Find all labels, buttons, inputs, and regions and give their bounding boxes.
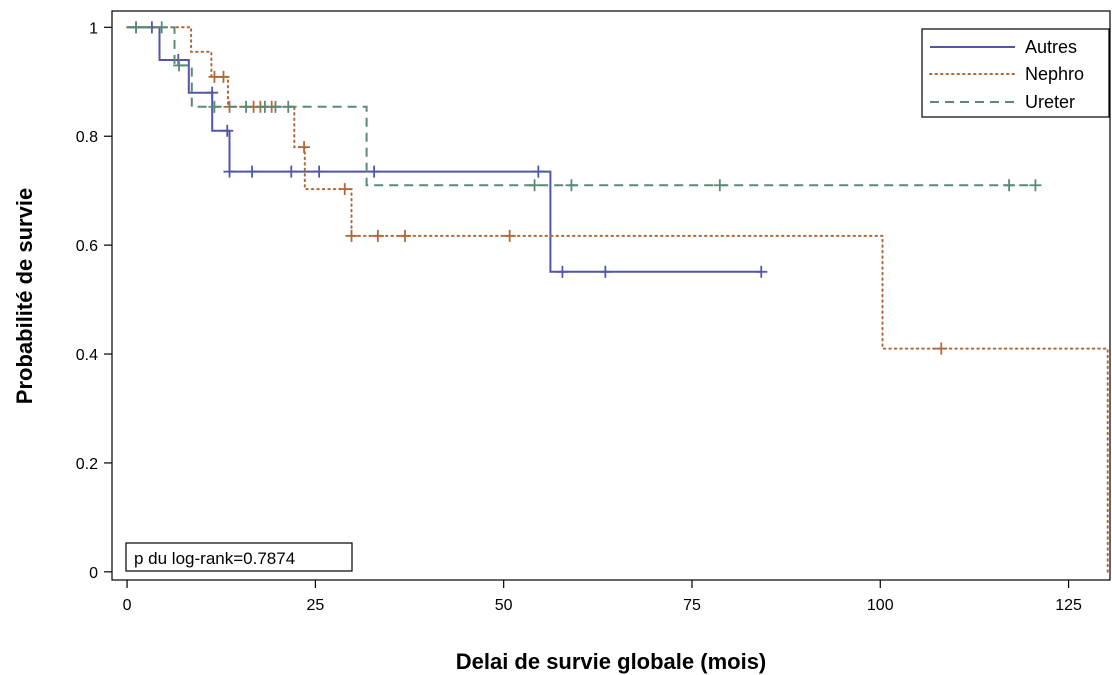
- legend-label-ureter: Ureter: [1025, 92, 1075, 112]
- legend: Autres Nephro Ureter: [921, 28, 1110, 118]
- censor-mark-nephro: [371, 229, 384, 242]
- censor-mark-ureter: [282, 100, 295, 113]
- series-line-ureter: [127, 26, 1036, 187]
- plot-frame: [111, 10, 1111, 581]
- censor-mark-ureter: [173, 59, 186, 72]
- censor-mark-autres: [246, 165, 259, 178]
- censor-mark-nephro: [935, 342, 948, 355]
- legend-label-autres: Autres: [1025, 37, 1077, 57]
- censor-mark-autres: [368, 165, 381, 178]
- censor-mark-ureter: [258, 100, 271, 113]
- censor-mark-autres: [313, 165, 326, 178]
- x-tick-label: 125: [1055, 597, 1082, 614]
- censor-mark-autres: [599, 265, 612, 278]
- censor-mark-nephro: [217, 70, 230, 83]
- x-tick-label: 75: [683, 597, 701, 614]
- censor-mark-autres: [556, 265, 569, 278]
- censor-mark-ureter: [1003, 179, 1016, 192]
- legend-label-nephro: Nephro: [1025, 64, 1084, 84]
- y-tick-label: 0.2: [76, 456, 98, 473]
- x-tick-label: 50: [495, 597, 513, 614]
- censor-mark-ureter: [130, 21, 143, 34]
- censor-mark-nephro: [503, 229, 516, 242]
- censor-mark-ureter: [713, 179, 726, 192]
- pvalue-text: p du log-rank=0.7874: [134, 549, 295, 568]
- x-tick-label: 100: [867, 597, 894, 614]
- censor-mark-ureter: [269, 100, 282, 113]
- censor-mark-nephro: [338, 183, 351, 196]
- censor-mark-ureter: [1029, 179, 1042, 192]
- censor-mark-ureter: [240, 100, 253, 113]
- censor-mark-autres: [532, 165, 545, 178]
- censor-mark-autres: [223, 165, 236, 178]
- pvalue-frame: [125, 542, 353, 572]
- x-axis-title: Delai de survie globale (mois): [456, 649, 767, 674]
- censor-mark-nephro: [298, 141, 311, 154]
- x-tick-label: 25: [306, 597, 324, 614]
- axes: 0 25 50 75 100 125 0 0.2 0.4 0.6 0.8 1: [76, 20, 1082, 614]
- pvalue-box: p du log-rank=0.7874: [125, 542, 353, 572]
- y-tick-label: 0.4: [76, 347, 98, 364]
- censor-mark-autres: [206, 86, 219, 99]
- series-line-autres: [127, 26, 762, 273]
- censor-mark-ureter: [528, 179, 541, 192]
- censor-mark-nephro: [398, 229, 411, 242]
- censor-mark-nephro: [345, 229, 358, 242]
- censor-mark-ureter: [565, 179, 578, 192]
- y-axis-title: Probabilité de survie: [12, 188, 37, 404]
- y-tick-label: 1: [89, 20, 98, 37]
- x-tick-label: 0: [123, 597, 132, 614]
- censor-mark-autres: [221, 124, 234, 137]
- censor-mark-autres: [285, 165, 298, 178]
- y-tick-label: 0.6: [76, 238, 98, 255]
- y-tick-label: 0: [89, 565, 98, 582]
- censor-mark-autres: [755, 265, 768, 278]
- censor-mark-ureter: [208, 100, 221, 113]
- series-layer: [126, 21, 1111, 573]
- censor-mark-ureter: [155, 21, 168, 34]
- y-tick-label: 0.8: [76, 129, 98, 146]
